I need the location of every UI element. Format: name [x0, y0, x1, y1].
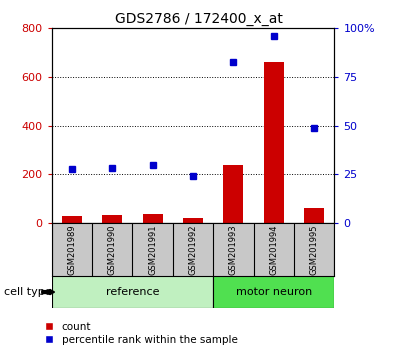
Text: GSM201989: GSM201989 [67, 224, 76, 275]
Bar [183, 218, 203, 223]
Text: motor neuron: motor neuron [236, 287, 312, 297]
Text: GSM201992: GSM201992 [189, 224, 197, 275]
Text: GSM201991: GSM201991 [148, 224, 157, 275]
Text: GSM201994: GSM201994 [269, 224, 278, 275]
FancyBboxPatch shape [52, 276, 213, 308]
Text: GSM201995: GSM201995 [310, 224, 319, 275]
Legend: count, percentile rank within the sample: count, percentile rank within the sample [45, 322, 238, 345]
Text: reference: reference [106, 287, 159, 297]
Bar [263, 62, 284, 223]
Text: cell type: cell type [4, 287, 52, 297]
Bar [304, 208, 324, 223]
Bar [142, 214, 163, 223]
FancyBboxPatch shape [213, 276, 334, 308]
Text: GDS2786 / 172400_x_at: GDS2786 / 172400_x_at [115, 12, 283, 27]
Text: GSM201993: GSM201993 [229, 224, 238, 275]
Bar [62, 216, 82, 223]
Bar [102, 215, 123, 223]
Text: GSM201990: GSM201990 [108, 224, 117, 275]
Bar [223, 165, 244, 223]
